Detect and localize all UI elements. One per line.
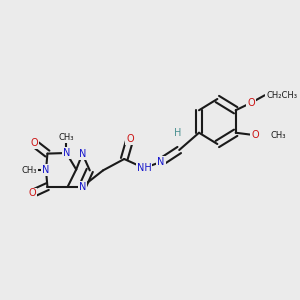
Text: O: O xyxy=(251,130,259,140)
Text: O: O xyxy=(30,138,38,148)
Text: CH₃: CH₃ xyxy=(58,134,74,142)
Text: O: O xyxy=(126,134,134,145)
Text: H: H xyxy=(174,128,182,139)
Text: O: O xyxy=(248,98,255,108)
Text: CH₃: CH₃ xyxy=(21,166,37,175)
Text: NH: NH xyxy=(136,163,151,173)
Text: N: N xyxy=(63,148,70,158)
Text: CH₃: CH₃ xyxy=(270,131,286,140)
Text: CH₂CH₃: CH₂CH₃ xyxy=(266,91,297,100)
Text: N: N xyxy=(79,182,86,192)
Text: N: N xyxy=(42,165,50,176)
Text: O: O xyxy=(28,188,36,199)
Text: N: N xyxy=(157,157,165,167)
Text: N: N xyxy=(79,149,86,159)
